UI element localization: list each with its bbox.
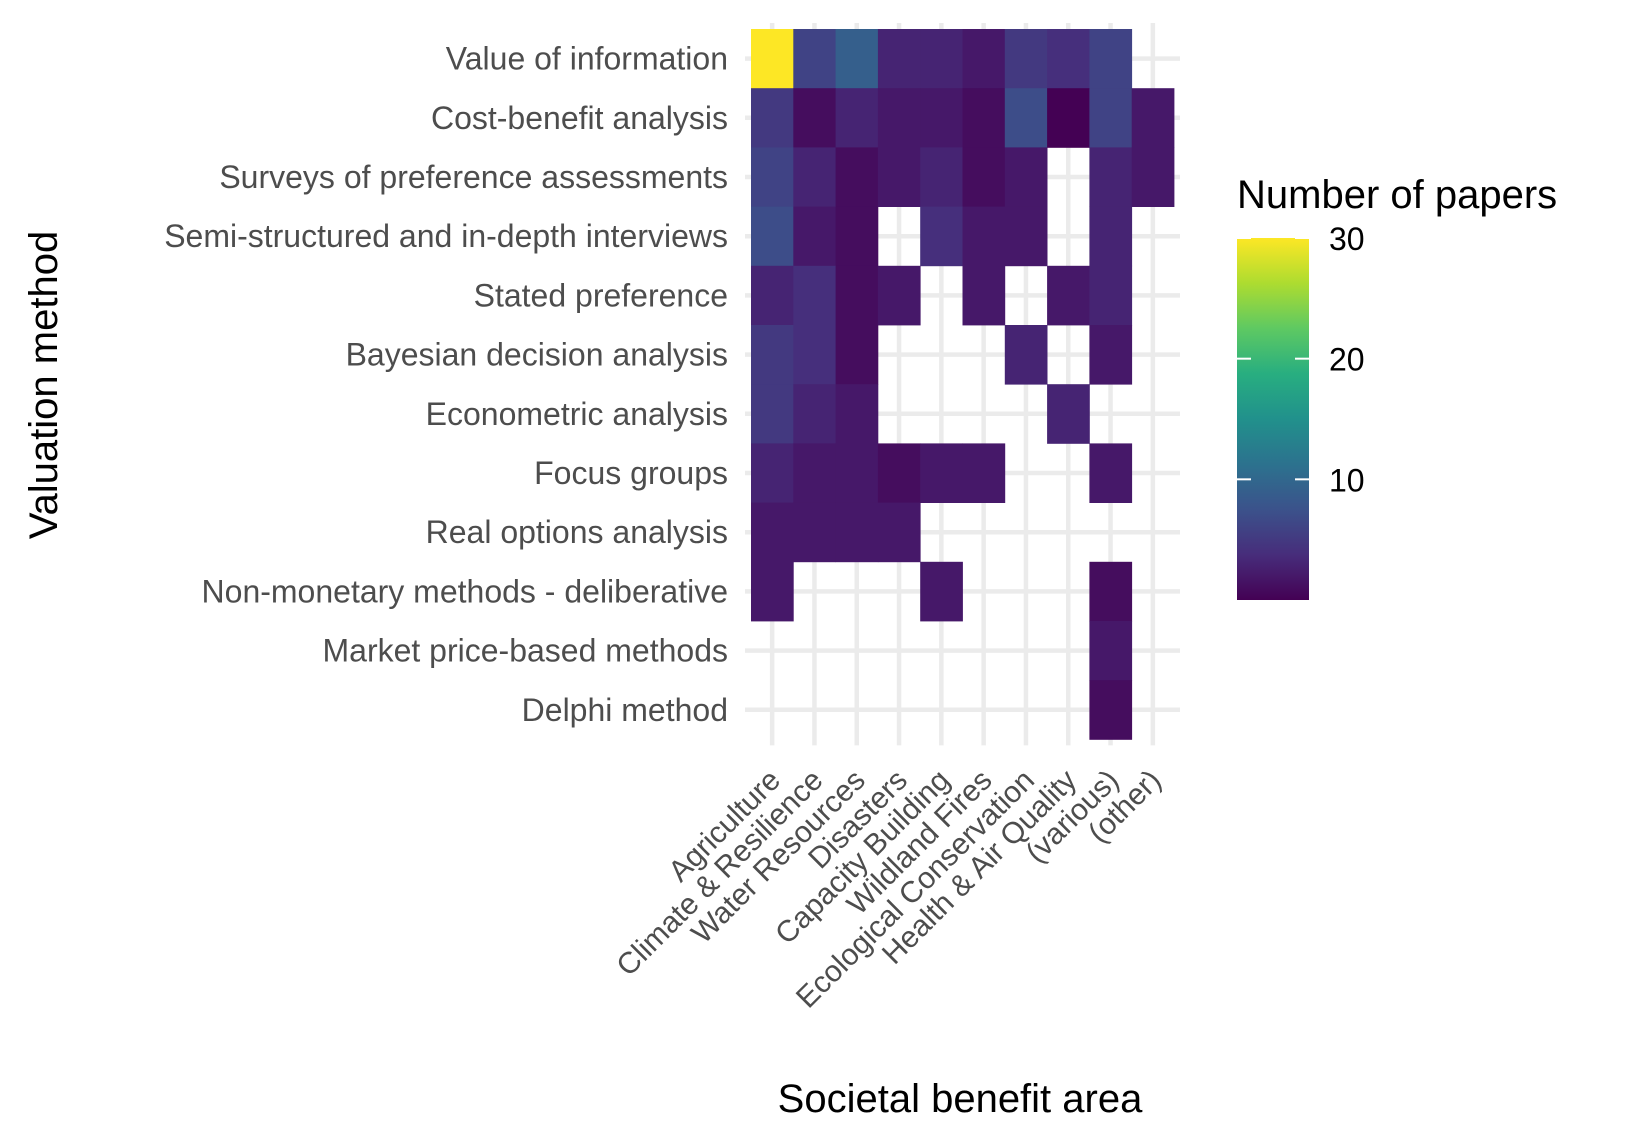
- y-tick-label: Bayesian decision analysis: [346, 337, 728, 373]
- heatmap-cell: [751, 561, 794, 622]
- heatmap-cell: [751, 206, 794, 267]
- y-tick-label: Focus groups: [534, 455, 728, 491]
- heatmap-cell: [1089, 443, 1133, 503]
- heatmap-cell: [1089, 88, 1133, 148]
- legend-title: Number of papers: [1237, 173, 1557, 217]
- heatmap-cell: [962, 29, 1006, 89]
- heatmap-cell: [920, 29, 963, 89]
- heatmap-cell: [1089, 265, 1133, 326]
- heatmap-cell: [877, 443, 921, 503]
- heatmap-cell: [1089, 147, 1133, 207]
- heatmap-cell: [751, 384, 794, 444]
- heatmap-cell: [962, 206, 1006, 267]
- color-legend: Number of papers 10 20 30: [1237, 173, 1557, 600]
- heatmap-cell: [835, 325, 879, 385]
- heatmap-cell: [1089, 325, 1133, 385]
- heatmap-cell: [920, 561, 963, 622]
- y-axis-title: Valuation method: [22, 231, 66, 539]
- y-tick-label: Surveys of preference assessments: [219, 159, 728, 195]
- heatmap-cell: [1047, 29, 1090, 89]
- heatmap-cell: [1004, 206, 1048, 267]
- heatmap-cell: [962, 265, 1006, 326]
- y-tick-label: Semi-structured and in-depth interviews: [164, 218, 728, 254]
- heatmap-cell: [877, 502, 921, 563]
- heatmap-cell: [920, 443, 963, 503]
- heatmap-cell: [877, 29, 921, 89]
- legend-tick-label: 20: [1329, 342, 1365, 378]
- legend-colorbar: [1237, 238, 1309, 600]
- heatmap-cell: [751, 29, 794, 89]
- heatmap-cell: [877, 147, 921, 207]
- heatmap-cell: [835, 88, 879, 148]
- y-tick-label: Stated preference: [474, 277, 728, 313]
- x-axis-title: Societal benefit area: [778, 1077, 1143, 1121]
- y-tick-label: Real options analysis: [426, 514, 728, 550]
- y-tick-label: Econometric analysis: [426, 396, 728, 432]
- heatmap-cell: [1131, 88, 1175, 148]
- heatmap-cell: [1047, 88, 1090, 148]
- heatmap-cell: [877, 265, 921, 326]
- heatmap-cell: [751, 147, 794, 207]
- heatmap-cell: [793, 443, 836, 503]
- heatmap-cell: [751, 443, 794, 503]
- heatmap-cell: [1089, 29, 1133, 89]
- y-tick-label: Market price-based methods: [322, 633, 728, 669]
- heatmap-cell: [793, 384, 836, 444]
- heatmap-cell: [1089, 206, 1133, 267]
- heatmap-cell: [751, 265, 794, 326]
- heatmap-cell: [1089, 680, 1133, 740]
- heatmap-cell: [962, 88, 1006, 148]
- x-tick-label: Climate & Resilience: [610, 764, 829, 983]
- heatmap-cell: [793, 29, 836, 89]
- heatmap-cell: [920, 147, 963, 207]
- heatmap-cell: [1004, 325, 1048, 385]
- y-tick-label: Value of information: [446, 41, 728, 77]
- y-tick-label: Cost-benefit analysis: [431, 100, 728, 136]
- heatmap-cell: [1089, 621, 1133, 681]
- heatmap-cell: [1131, 147, 1175, 207]
- heatmap-cell: [1004, 88, 1048, 148]
- heatmap-cell: [962, 147, 1006, 207]
- y-tick-label: Non-monetary methods - deliberative: [202, 573, 728, 609]
- heatmap-cell: [835, 147, 879, 207]
- heatmap-cells: [751, 29, 1175, 740]
- heatmap-cell: [877, 88, 921, 148]
- y-tick-labels: Value of information Cost-benefit analysi…: [164, 41, 728, 728]
- heatmap-cell: [751, 502, 794, 563]
- heatmap-cell: [751, 325, 794, 385]
- heatmap-cell: [793, 88, 836, 148]
- heatmap-cell: [793, 265, 836, 326]
- heatmap-cell: [962, 443, 1006, 503]
- legend-tick-label: 10: [1329, 462, 1365, 498]
- heatmap-cell: [835, 443, 879, 503]
- heatmap-cell: [793, 206, 836, 267]
- heatmap-cell: [1089, 561, 1133, 622]
- heatmap-cell: [1047, 265, 1090, 326]
- heatmap-cell: [1047, 384, 1090, 444]
- heatmap-cell: [835, 29, 879, 89]
- heatmap-cell: [793, 502, 836, 563]
- heatmap-cell: [793, 147, 836, 207]
- heatmap-cell: [1004, 147, 1048, 207]
- heatmap-cell: [1004, 29, 1048, 89]
- heatmap-cell: [793, 325, 836, 385]
- heatmap-cell: [835, 206, 879, 267]
- heatmap-cell: [920, 88, 963, 148]
- y-tick-label: Delphi method: [522, 692, 728, 728]
- heatmap-cell: [751, 88, 794, 148]
- heatmap-cell: [920, 206, 963, 267]
- legend-tick-label: 30: [1329, 221, 1365, 257]
- heatmap-cell: [835, 384, 879, 444]
- heatmap-cell: [835, 502, 879, 563]
- heatmap-cell: [835, 265, 879, 326]
